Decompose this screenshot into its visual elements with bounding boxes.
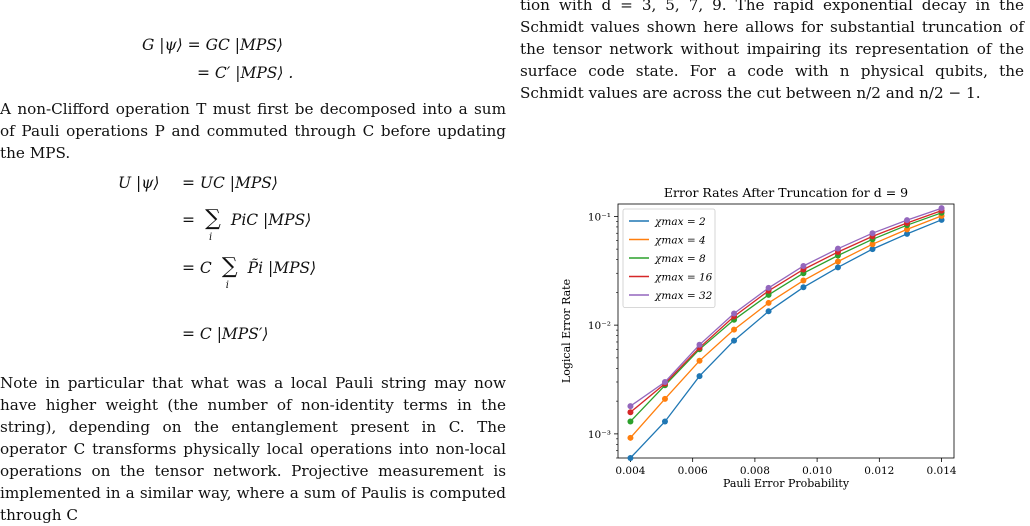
error-rate-chart: Error Rates After Truncation for d = 9 0… bbox=[560, 185, 957, 490]
equation-2-line-2-rest: iC |MPS⟩ bbox=[241, 211, 312, 229]
series-layer bbox=[627, 205, 945, 461]
series-line-0 bbox=[629, 219, 942, 459]
equation-1-line-1: G |ψ⟩ = GC |MPS⟩ bbox=[142, 36, 283, 54]
data-point bbox=[869, 246, 876, 253]
equation-2-line-3-rest: P̃i |MPS⟩ bbox=[247, 259, 317, 277]
data-point bbox=[627, 418, 634, 425]
sum-index: i bbox=[225, 280, 229, 291]
legend-label: χmax = 16 bbox=[654, 272, 713, 284]
equation-2-line-2: = ∑ i PiC |MPS⟩ bbox=[182, 206, 312, 243]
x-axis-label: Pauli Error Probability bbox=[723, 477, 850, 490]
data-point bbox=[696, 341, 703, 348]
data-point bbox=[904, 217, 911, 224]
equation-2-line-4: = C |MPS′⟩ bbox=[182, 325, 269, 343]
data-point bbox=[869, 241, 876, 248]
y-axis-label: Logical Error Rate bbox=[560, 279, 573, 383]
series-line-3 bbox=[629, 209, 942, 413]
data-point bbox=[869, 230, 876, 237]
data-point bbox=[938, 205, 945, 212]
data-point bbox=[731, 326, 738, 333]
data-point bbox=[627, 434, 634, 441]
x-tick-label: 0.014 bbox=[927, 465, 957, 477]
x-axis-ticks: 0.004 0.006 0.008 0.010 0.012 0.014 bbox=[615, 458, 957, 477]
equals-sign: = bbox=[182, 211, 195, 229]
equation-2-line-3-pre: = C bbox=[182, 259, 212, 277]
legend-box bbox=[622, 208, 716, 308]
legend-label: χmax = 32 bbox=[654, 290, 713, 302]
data-point bbox=[627, 409, 634, 416]
equation-2-line-1: = UC |MPS⟩ bbox=[182, 174, 278, 192]
plot-frame bbox=[617, 203, 955, 459]
data-point bbox=[765, 308, 772, 315]
y-tick-label: 10⁻¹ bbox=[588, 211, 611, 223]
data-point bbox=[765, 299, 772, 306]
series-line-4 bbox=[630, 207, 942, 407]
data-point bbox=[904, 226, 911, 233]
paragraph-schmidt: tion with d = 3, 5, 7, 9. The rapid expo… bbox=[520, 0, 1024, 102]
data-point bbox=[661, 418, 668, 425]
left-column: G |ψ⟩ = GC |MPS⟩ = C′ |MPS⟩ . A non-Clif… bbox=[0, 0, 514, 524]
data-point bbox=[834, 264, 841, 271]
sum-sign: ∑ bbox=[221, 254, 238, 279]
data-point bbox=[627, 455, 634, 461]
data-point bbox=[731, 310, 738, 317]
x-tick-label: 0.010 bbox=[802, 465, 832, 477]
paragraph-note: Note in particular that what was a local… bbox=[0, 374, 506, 524]
data-point bbox=[834, 258, 841, 265]
series-line-2 bbox=[629, 212, 942, 422]
data-point bbox=[765, 284, 772, 291]
equation-2-line-3: = C ∑ i P̃i |MPS⟩ bbox=[182, 254, 317, 291]
paragraph-non-clifford: A non-Clifford operation T must first be… bbox=[0, 100, 506, 162]
data-point bbox=[800, 277, 807, 284]
y-tick-label: 10⁻² bbox=[588, 320, 611, 332]
data-point bbox=[627, 403, 634, 410]
series-line-1 bbox=[629, 215, 942, 439]
equation-2-lhs: U |ψ⟩ bbox=[118, 174, 160, 192]
legend-label: χmax = 8 bbox=[654, 253, 706, 265]
x-tick-label: 0.012 bbox=[864, 465, 894, 477]
legend-label: χmax = 2 bbox=[654, 216, 706, 228]
y-tick-label: 10⁻³ bbox=[588, 429, 611, 441]
data-point bbox=[800, 262, 807, 269]
data-point bbox=[696, 357, 703, 364]
legend-label: χmax = 4 bbox=[654, 235, 706, 247]
data-point bbox=[904, 230, 911, 237]
data-point bbox=[696, 373, 703, 380]
data-point bbox=[661, 378, 668, 385]
data-point bbox=[800, 284, 807, 291]
pauli-p: P bbox=[230, 211, 242, 229]
equation-1-line-2: = C′ |MPS⟩ . bbox=[197, 64, 294, 82]
y-axis-ticks: 10⁻³ 10⁻² 10⁻¹ bbox=[588, 211, 618, 459]
right-column: tion with d = 3, 5, 7, 9. The rapid expo… bbox=[520, 0, 1030, 522]
x-tick-label: 0.008 bbox=[740, 465, 770, 477]
sum-index: i bbox=[208, 232, 213, 243]
data-point bbox=[731, 337, 738, 344]
chart-legend: χmax = 2 χmax = 4 χmax = 8 χmax = 16 χmax = … bbox=[622, 208, 716, 308]
x-tick-label: 0.004 bbox=[615, 465, 645, 477]
sum-sign: ∑ bbox=[205, 206, 221, 231]
data-point bbox=[661, 395, 668, 402]
chart-title: Error Rates After Truncation for d = 9 bbox=[664, 185, 908, 200]
x-tick-label: 0.006 bbox=[678, 465, 708, 477]
data-point bbox=[834, 245, 841, 252]
